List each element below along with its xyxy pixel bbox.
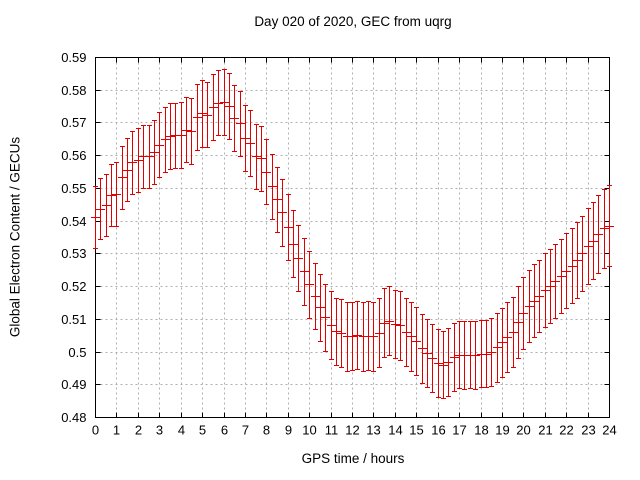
x-tick-label: 6 [221, 423, 228, 438]
x-tick-label: 22 [559, 423, 573, 438]
x-tick-label: 17 [452, 423, 466, 438]
x-tick-label: 10 [302, 423, 316, 438]
chart-title: Day 020 of 2020, GEC from uqrg [254, 14, 452, 29]
x-axis-title: GPS time / hours [301, 451, 405, 466]
y-tick-label: 0.51 [61, 312, 86, 327]
x-tick-label: 20 [516, 423, 530, 438]
x-tick-label: 18 [474, 423, 488, 438]
x-tick-label: 24 [602, 423, 616, 438]
y-tick-label: 0.55 [61, 181, 86, 196]
y-tick-label: 0.57 [61, 115, 86, 130]
error-bar-series [91, 69, 614, 399]
x-tick-label: 7 [242, 423, 249, 438]
tick-labels: 0.48 0.49 0.5 0.51 0.52 0.53 0.54 0.55 0.56 0.57 0… [61, 50, 617, 438]
y-tick-label: 0.52 [61, 279, 86, 294]
x-tick-label: 13 [366, 423, 380, 438]
x-tick-label: 8 [263, 423, 270, 438]
x-tick-label: 9 [285, 423, 292, 438]
x-tick-label: 15 [409, 423, 423, 438]
x-tick-label: 4 [178, 423, 185, 438]
x-tick-label: 2 [135, 423, 142, 438]
x-tick-label: 5 [199, 423, 206, 438]
x-tick-label: 1 [113, 423, 120, 438]
y-tick-label: 0.58 [61, 83, 86, 98]
x-tick-label: 3 [156, 423, 163, 438]
x-tick-label: 23 [581, 423, 595, 438]
y-tick-label: 0.54 [61, 214, 86, 229]
y-tick-label: 0.59 [61, 50, 86, 65]
y-tick-label: 0.5 [68, 345, 86, 360]
x-tick-label: 14 [388, 423, 402, 438]
x-tick-label: 0 [92, 423, 99, 438]
x-tick-label: 12 [345, 423, 359, 438]
y-tick-label: 0.49 [61, 377, 86, 392]
y-tick-label: 0.48 [61, 410, 86, 425]
x-tick-label: 19 [495, 423, 509, 438]
x-tick-label: 11 [325, 423, 339, 438]
y-tick-label: 0.56 [61, 148, 86, 163]
y-tick-label: 0.53 [61, 246, 86, 261]
x-tick-label: 21 [538, 423, 552, 438]
x-tick-label: 16 [431, 423, 445, 438]
